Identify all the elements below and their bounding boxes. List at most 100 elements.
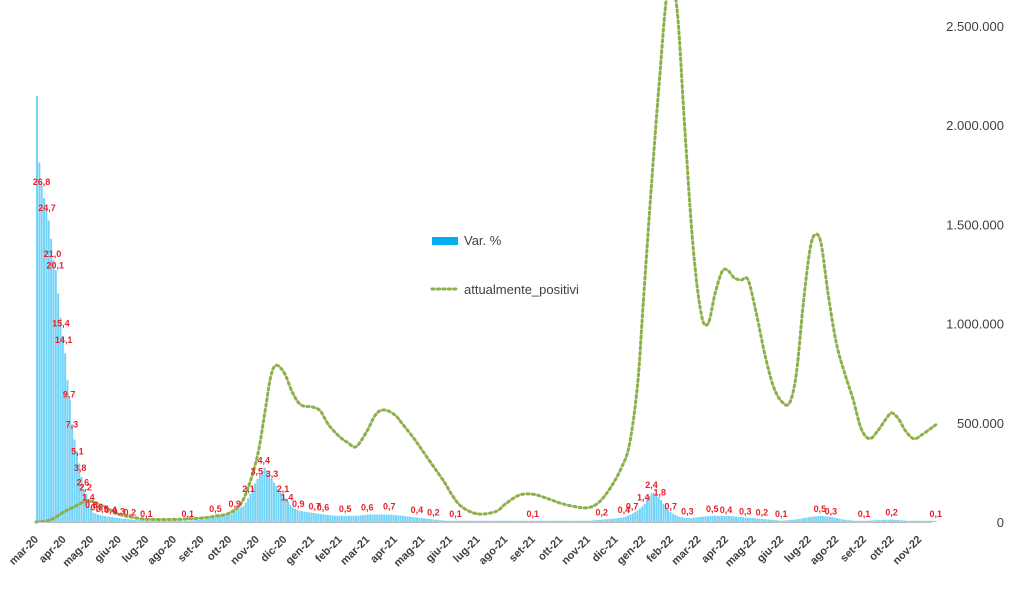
bar-var-pct-168 <box>430 519 433 522</box>
bar-var-pct-5 <box>47 220 50 522</box>
bar-var-pct-366 <box>894 519 897 522</box>
bar-var-pct-282 <box>697 517 700 522</box>
bar-var-pct-383 <box>934 520 937 522</box>
bar-var-pct-347 <box>850 520 853 522</box>
bar-var-pct-39 <box>127 519 130 522</box>
bar-var-pct-109 <box>291 507 294 522</box>
bar-var-pct-131 <box>343 515 346 522</box>
data-label: 0,1 <box>449 509 462 519</box>
bar-var-pct-301 <box>742 517 745 522</box>
data-label: 3,5 <box>251 467 264 477</box>
bar-var-pct-153 <box>394 515 397 522</box>
data-label: 0,4 <box>411 505 424 515</box>
y2-tick-label: 2.500.000 <box>946 19 1004 34</box>
var-pct-bars <box>36 96 937 522</box>
bar-var-pct-26 <box>97 514 99 522</box>
bar-var-pct-53 <box>160 520 163 522</box>
bar-var-pct-56 <box>167 520 170 522</box>
bar-var-pct-225 <box>563 520 566 522</box>
bar-var-pct-58 <box>172 520 175 522</box>
bar-var-pct-0 <box>36 96 38 522</box>
bar-var-pct-260 <box>645 499 648 522</box>
bar-var-pct-147 <box>380 514 383 522</box>
bar-var-pct-186 <box>472 520 475 522</box>
bar-var-pct-323 <box>793 519 796 522</box>
bar-var-pct-261 <box>648 496 651 522</box>
data-label: 1,4 <box>637 493 650 503</box>
bar-var-pct-345 <box>845 519 848 522</box>
bar-var-pct-229 <box>573 520 576 522</box>
bar-var-pct-259 <box>643 503 646 522</box>
x-tick-label: mar-20 <box>7 534 41 568</box>
bar-var-pct-233 <box>582 520 585 522</box>
x-tick-label: ago-20 <box>146 534 180 568</box>
bar-var-pct-21 <box>85 493 88 522</box>
bar-var-pct-37 <box>122 518 125 522</box>
data-label: 0,1 <box>527 509 540 519</box>
bar-var-pct-220 <box>552 520 555 522</box>
bar-var-pct-71 <box>202 519 205 522</box>
bar-var-pct-196 <box>495 520 498 522</box>
bar-var-pct-18 <box>78 463 81 522</box>
bar-var-pct-73 <box>207 518 210 522</box>
bar-var-pct-130 <box>340 515 343 522</box>
data-label: 7,3 <box>66 419 79 429</box>
bar-var-pct-329 <box>807 517 810 522</box>
bar-var-pct-176 <box>448 520 451 522</box>
bar-var-pct-192 <box>486 520 489 522</box>
bar-var-pct-40 <box>129 519 132 522</box>
y2-tick-label: 2.000.000 <box>946 118 1004 133</box>
bar-var-pct-303 <box>746 517 749 522</box>
bar-var-pct-316 <box>777 520 780 522</box>
bar-var-pct-368 <box>899 520 902 522</box>
bar-var-pct-110 <box>294 508 297 522</box>
bar-var-pct-139 <box>362 515 365 522</box>
bar-var-pct-326 <box>800 518 803 522</box>
bar-var-pct-54 <box>162 520 165 522</box>
bar-var-pct-356 <box>871 520 874 522</box>
data-label: 0,3 <box>113 506 126 516</box>
bar-var-pct-178 <box>453 520 456 522</box>
bar-var-pct-9 <box>57 293 60 522</box>
bar-var-pct-100 <box>270 478 273 522</box>
data-label: 0,2 <box>596 508 609 518</box>
bar-var-pct-60 <box>176 520 179 522</box>
data-label: 0,2 <box>427 508 440 518</box>
bar-var-pct-359 <box>878 520 881 522</box>
bar-var-pct-337 <box>826 516 829 522</box>
bar-var-pct-106 <box>284 498 287 522</box>
data-label: 0,6 <box>361 503 374 513</box>
bar-var-pct-216 <box>542 520 545 522</box>
bar-var-pct-219 <box>549 520 552 522</box>
bar-var-pct-59 <box>174 520 177 522</box>
x-tick-label: mag-21 <box>392 534 428 570</box>
bar-var-pct-123 <box>324 514 327 522</box>
y2-tick-label: 1.000.000 <box>946 317 1004 332</box>
bar-var-pct-348 <box>852 520 855 522</box>
bar-var-pct-256 <box>636 510 639 522</box>
bar-var-pct-376 <box>918 520 921 522</box>
x-tick-label: set-22 <box>838 534 869 565</box>
bar-var-pct-310 <box>763 519 766 522</box>
bar-var-pct-322 <box>791 519 794 522</box>
bar-var-pct-30 <box>106 516 109 522</box>
bar-var-pct-311 <box>765 519 768 522</box>
bar-var-pct-333 <box>817 516 820 522</box>
bar-var-pct-232 <box>580 520 583 522</box>
bar-var-pct-305 <box>751 518 754 522</box>
bar-var-pct-273 <box>676 515 679 522</box>
bar-var-pct-319 <box>784 520 787 522</box>
data-label: 0,1 <box>930 509 943 519</box>
data-label: 0,7 <box>626 501 639 511</box>
bar-var-pct-230 <box>575 520 578 522</box>
bar-var-pct-140 <box>364 514 367 522</box>
bar-var-pct-173 <box>441 520 444 522</box>
data-label: 20,1 <box>47 260 65 270</box>
bar-var-pct-268 <box>664 507 667 522</box>
bar-var-pct-226 <box>566 520 569 522</box>
bar-var-pct-240 <box>599 519 602 522</box>
data-label: 0,5 <box>96 504 109 514</box>
bar-var-pct-65 <box>188 520 191 522</box>
bar-var-pct-257 <box>638 508 641 522</box>
bar-var-pct-334 <box>819 515 822 522</box>
